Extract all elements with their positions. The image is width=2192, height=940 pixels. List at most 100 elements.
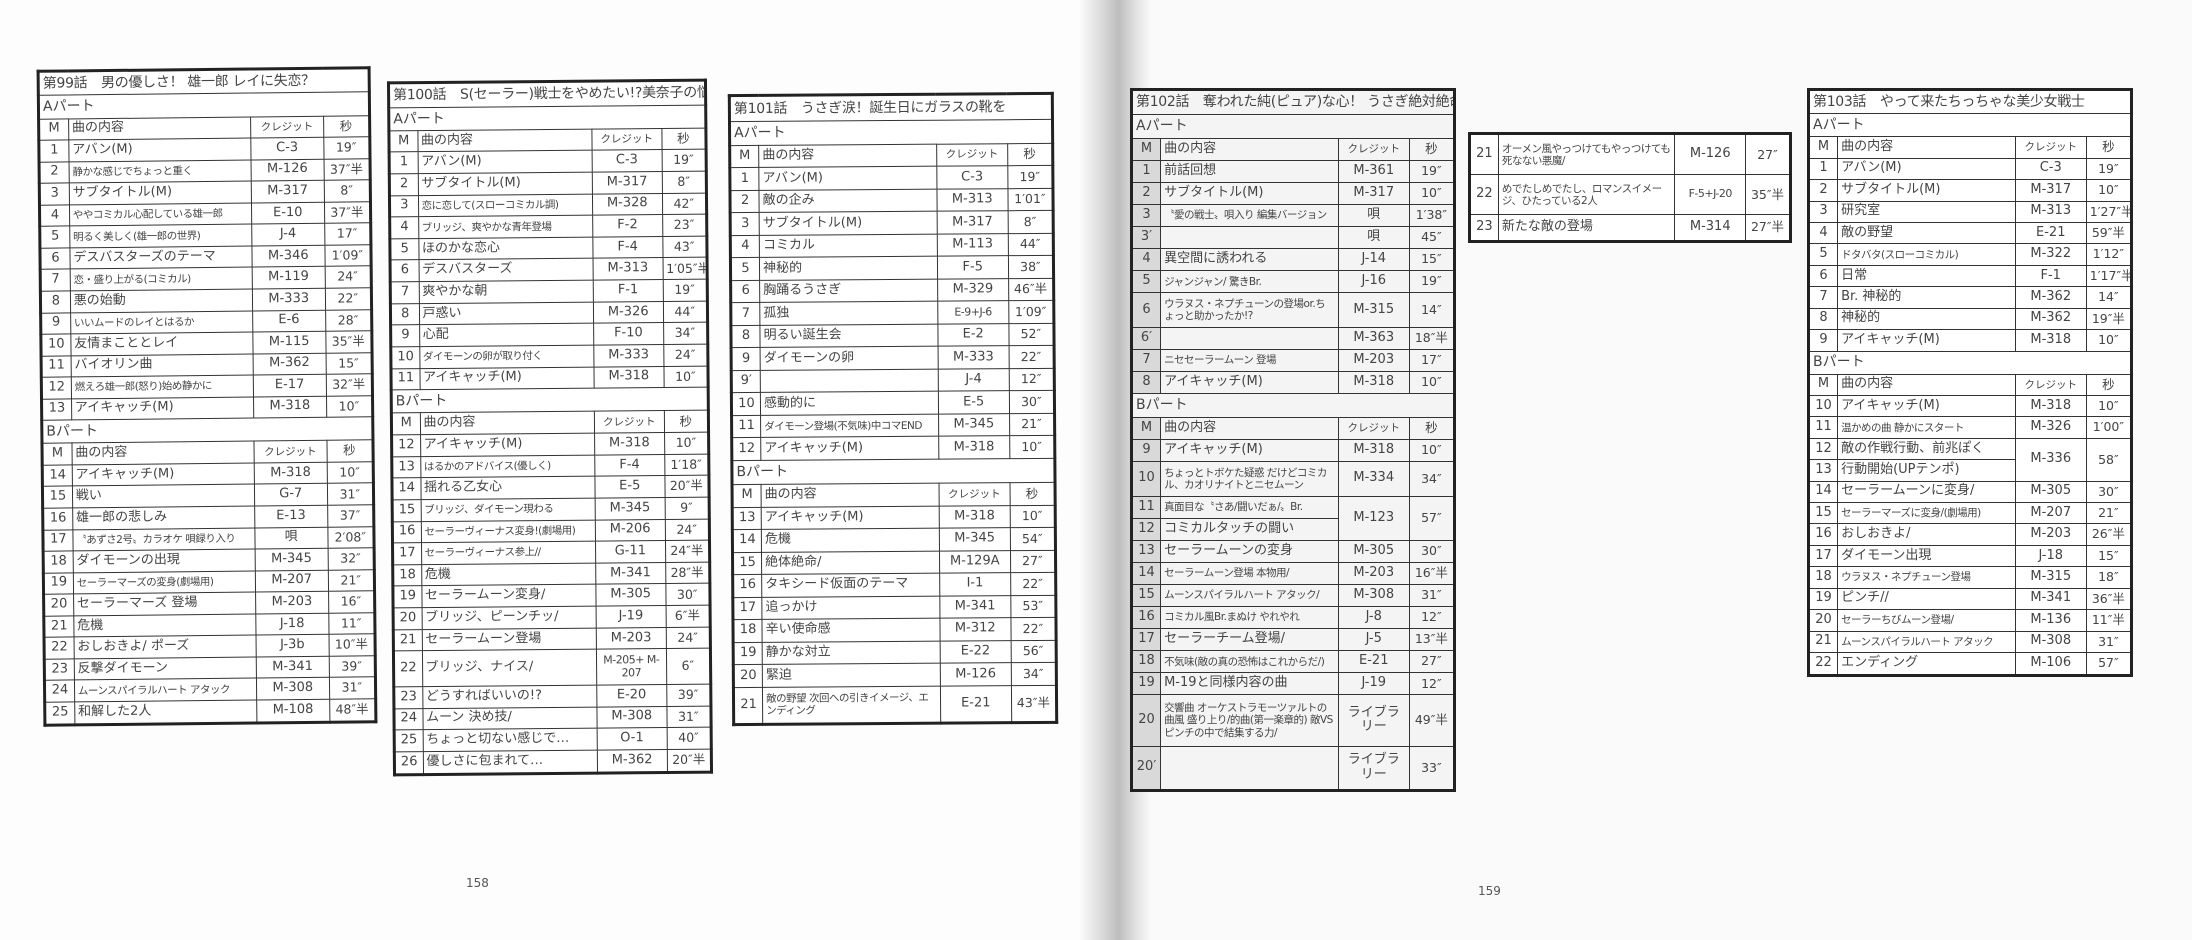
cue-seconds: 33″ bbox=[1408, 745, 1456, 792]
header-content: 曲の内容 bbox=[1837, 373, 2016, 396]
table-row: 14 セーラームーンに変身/M-305 30″ bbox=[1807, 480, 2133, 504]
cue-number: 13 bbox=[1807, 459, 1839, 482]
cue-content: 追っかけ bbox=[761, 595, 940, 620]
cue-number: 3′ bbox=[1130, 225, 1162, 250]
cue-table-t101: 第101話 うさぎ涙！誕生日にガラスの靴を Aパート M 曲の内容 クレジット秒 1 アバン… bbox=[727, 91, 1059, 727]
table-row: 3 〝愛の戦士〟唄入り 編集バージョン唄 1′38″ bbox=[1130, 203, 1456, 227]
cue-number: 6 bbox=[390, 260, 419, 282]
cue-content: セーラームーン登場 本物用/ bbox=[1160, 561, 1339, 585]
column-header-row: M 曲の内容 クレジット秒 bbox=[1130, 416, 1456, 440]
cue-seconds: 15″ bbox=[325, 352, 373, 375]
header-m: M bbox=[41, 443, 72, 466]
header-m: M bbox=[38, 118, 69, 141]
cue-content: 研究室 bbox=[1837, 200, 2016, 224]
cue-credit: J-3b bbox=[255, 634, 329, 657]
header-content: 曲の内容 bbox=[68, 116, 251, 141]
cue-number: 9 bbox=[1130, 438, 1162, 462]
cue-content: ブリッジ、ダイモーン現わる bbox=[420, 498, 596, 522]
cue-content: 静かな感じでちょっと重く bbox=[68, 159, 252, 184]
cue-credit: E-21 bbox=[940, 685, 1012, 724]
table-row: 1 アバン(M) C-3 19″ bbox=[729, 165, 1053, 191]
cue-credit: M-318 bbox=[593, 366, 664, 389]
cue-content: ブリッジ、ナイス/ bbox=[421, 649, 597, 687]
part-label-row: Bパート bbox=[391, 387, 709, 414]
cue-number: 2 bbox=[39, 161, 70, 184]
header-seconds: 秒 bbox=[663, 410, 709, 433]
table-row: 15 セーラーマーズに変身/(劇場用) M-207 21″ bbox=[1807, 502, 2133, 525]
cue-credit: M-203 bbox=[1337, 348, 1410, 373]
cue-number: 1 bbox=[1130, 159, 1162, 183]
cue-seconds: 44″ bbox=[1008, 233, 1054, 256]
cue-number: 11 bbox=[41, 355, 72, 378]
cue-content: 感動的に bbox=[760, 391, 939, 416]
cue-credit: C-3 bbox=[591, 149, 662, 173]
table-row: 16 セーラーヴィーナス変身!(劇場用) M-206 24″ bbox=[392, 518, 710, 544]
cue-content: 雄一郎の悲しみ bbox=[72, 505, 255, 530]
cue-content: 真面目な〝さあ/闘いだぁ/〟Br. bbox=[1160, 495, 1339, 519]
cue-seconds: 10″ bbox=[1408, 438, 1456, 462]
header-m: M bbox=[1130, 137, 1162, 161]
cue-credit: J-18 bbox=[255, 612, 329, 636]
table-row: 12 コミカルタッチの闘い bbox=[1130, 517, 1455, 541]
table-row: 5 神秘的 F-5 38″ bbox=[730, 255, 1054, 281]
cue-content: おしおきよ/ ポーズ bbox=[73, 635, 257, 659]
cue-number: 21 bbox=[1807, 630, 1839, 654]
cue-content: ムーンスパイラルハート アタック bbox=[1837, 630, 2016, 654]
table-row: 14 セーラームーン登場 本物用/M-203 16″半 bbox=[1130, 561, 1456, 585]
cue-content: ピンチ// bbox=[1837, 587, 2016, 611]
table-row: 19 M-19と同様内容の曲 J-19 12″ bbox=[1130, 672, 1456, 696]
cue-credit: J-19 bbox=[1337, 672, 1410, 696]
cue-credit: E-13 bbox=[254, 505, 328, 528]
table-row: 1 アバン(M) C-3 19″ bbox=[1807, 157, 2133, 181]
cue-credit: M-361 bbox=[1337, 159, 1410, 183]
column-header-row: M 曲の内容 クレジット秒 bbox=[1130, 137, 1456, 161]
cue-credit: M-326 bbox=[2014, 416, 2087, 439]
episode-title-row: 第102話 奪われた純(ピュア)な心！ うさぎ絶対絶命 bbox=[1131, 88, 1455, 116]
table-row: 8 アイキャッチ(M) M-318 10″ bbox=[1130, 371, 1456, 395]
cue-credit: E-9+J-6 bbox=[937, 301, 1009, 325]
cue-credit: M-333 bbox=[252, 288, 326, 311]
table-row: 17 追っかけ M-341 53″ bbox=[732, 595, 1056, 620]
cue-seconds: 26″半 bbox=[2085, 523, 2133, 546]
cue-number: 11 bbox=[731, 415, 761, 439]
cue-content: アバン(M) bbox=[758, 166, 937, 191]
cue-number: 3 bbox=[1807, 200, 1839, 224]
table-row: 22 エンディング M-106 57″ bbox=[1807, 652, 2133, 676]
cue-seconds: 43″ bbox=[662, 235, 708, 258]
cue-content: 揺れる乙女心 bbox=[420, 476, 595, 500]
cue-credit: F-4 bbox=[592, 236, 663, 259]
column-header-row: M 曲の内容 クレジット秒 bbox=[391, 410, 709, 435]
cue-seconds: 39″ bbox=[666, 684, 711, 707]
cue-credit: 唄 bbox=[1337, 225, 1410, 250]
table-row: 3 恋に恋して(スローコミカル調) M-328 42″ bbox=[389, 192, 707, 218]
episode-title: 第101話 うさぎ涙！誕生日にガラスの靴を bbox=[729, 93, 1053, 122]
cue-content: 優しさに包まれて… bbox=[422, 749, 598, 775]
table-row: 2 サブタイトル(M) M-317 10″ bbox=[1130, 181, 1456, 205]
cue-number: 13 bbox=[732, 507, 762, 530]
cue-seconds: 57″ bbox=[2085, 652, 2133, 676]
cue-credit: M-308 bbox=[596, 706, 667, 729]
cue-seconds: 31″ bbox=[327, 483, 374, 506]
cue-credit: M-308 bbox=[256, 677, 330, 700]
cue-credit: M-313 bbox=[592, 257, 663, 281]
cue-number: 9 bbox=[731, 347, 761, 371]
header-credit: クレジット bbox=[250, 115, 324, 139]
header-m: M bbox=[729, 145, 759, 168]
part-label: Aパート bbox=[1808, 113, 2132, 138]
cue-number: 5 bbox=[1130, 270, 1162, 294]
cue-number: 22 bbox=[393, 650, 423, 687]
part-label-row: Aパート bbox=[38, 92, 370, 119]
cue-content: セーラームーンの変身 bbox=[1160, 539, 1339, 563]
cue-number: 14 bbox=[42, 464, 73, 487]
table-row: 10 ちょっとトボケた疑惑 だけどコミカル、カオリナイトとニセムーン M-334 34… bbox=[1130, 460, 1456, 497]
cue-credit: M-318 bbox=[938, 436, 1010, 460]
cue-number: 17 bbox=[392, 542, 422, 565]
cue-seconds: 21″ bbox=[327, 569, 375, 592]
table-row: 3 研究室 M-313 1′27″半 bbox=[1807, 200, 2133, 224]
cue-content bbox=[760, 369, 939, 393]
episode-title: 第100話 S(セーラー)戦士をやめたい!?美奈子の悩み bbox=[388, 80, 706, 108]
cue-credit: M-314 bbox=[1674, 214, 1747, 242]
part-label: Bパート bbox=[1131, 393, 1455, 418]
cue-number: 20 bbox=[393, 607, 422, 630]
cue-number: 15 bbox=[1130, 583, 1162, 607]
